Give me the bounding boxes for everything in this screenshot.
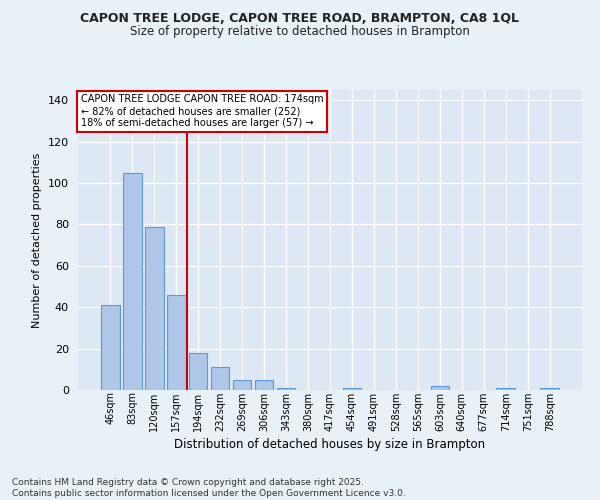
Text: Contains HM Land Registry data © Crown copyright and database right 2025.
Contai: Contains HM Land Registry data © Crown c… (12, 478, 406, 498)
Y-axis label: Number of detached properties: Number of detached properties (32, 152, 42, 328)
Bar (343, 388, 361, 390)
Bar (541, 388, 559, 390)
Text: Size of property relative to detached houses in Brampton: Size of property relative to detached ho… (130, 25, 470, 38)
Text: CAPON TREE LODGE, CAPON TREE ROAD, BRAMPTON, CA8 1QL: CAPON TREE LODGE, CAPON TREE ROAD, BRAMP… (80, 12, 520, 26)
Bar (277, 388, 295, 390)
Bar (255, 380, 274, 390)
Bar (167, 295, 185, 390)
Bar (123, 173, 142, 390)
Bar (189, 353, 208, 390)
X-axis label: Distribution of detached houses by size in Brampton: Distribution of detached houses by size … (175, 438, 485, 450)
Bar (431, 386, 449, 390)
Bar (496, 388, 515, 390)
Bar (145, 226, 164, 390)
Text: CAPON TREE LODGE CAPON TREE ROAD: 174sqm
← 82% of detached houses are smaller (2: CAPON TREE LODGE CAPON TREE ROAD: 174sqm… (80, 94, 323, 128)
Bar (101, 305, 119, 390)
Bar (233, 380, 251, 390)
Bar (211, 367, 229, 390)
